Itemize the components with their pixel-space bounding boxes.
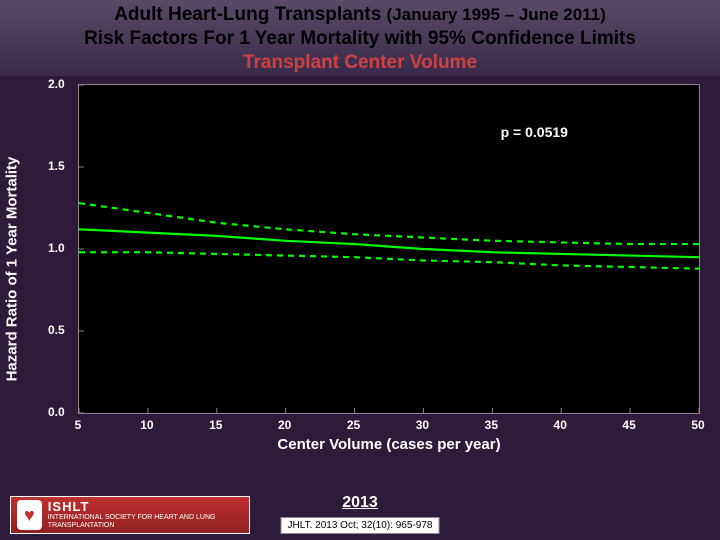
x-tick-label: 50 xyxy=(691,418,704,432)
x-tick-label: 20 xyxy=(278,418,291,432)
plot-box: p = 0.0519 0.00.51.01.52.051015202530354… xyxy=(78,84,700,434)
x-tick-label: 15 xyxy=(209,418,222,432)
y-axis-label: Hazard Ratio of 1 Year Mortality xyxy=(4,156,21,381)
plot-area: p = 0.0519 xyxy=(78,84,700,414)
title-line-1: Adult Heart-Lung Transplants (January 19… xyxy=(0,4,720,26)
chart-svg xyxy=(79,85,699,413)
title-line-2: Risk Factors For 1 Year Mortality with 9… xyxy=(0,28,720,50)
y-tick-label: 1.0 xyxy=(48,241,65,255)
y-tick-label: 0.0 xyxy=(48,405,65,419)
x-tick-label: 35 xyxy=(485,418,498,432)
title-main: Adult Heart-Lung Transplants xyxy=(114,4,381,25)
chart-line xyxy=(79,203,699,244)
y-tick-label: 0.5 xyxy=(48,323,65,337)
p-value-label: p = 0.0519 xyxy=(501,124,568,140)
x-tick-label: 25 xyxy=(347,418,360,432)
x-tick-label: 45 xyxy=(622,418,635,432)
y-tick-label: 1.5 xyxy=(48,159,65,173)
x-tick-label: 10 xyxy=(140,418,153,432)
logo-full: INTERNATIONAL SOCIETY FOR HEART AND LUNG… xyxy=(48,514,243,529)
chart-container: Hazard Ratio of 1 Year Mortality p = 0.0… xyxy=(20,84,700,453)
title-line-3: Transplant Center Volume xyxy=(0,52,720,74)
citation-label: JHLT. 2013 Oct; 32(10): 965-978 xyxy=(281,517,440,534)
title-daterange: (January 1995 – June 2011) xyxy=(387,5,606,24)
slide-header: Adult Heart-Lung Transplants (January 19… xyxy=(0,0,720,76)
logo-acronym: ISHLT xyxy=(48,500,243,514)
year-label: 2013 xyxy=(342,494,378,512)
ishlt-logo: ♥ ISHLT INTERNATIONAL SOCIETY FOR HEART … xyxy=(10,496,250,534)
logo-text: ISHLT INTERNATIONAL SOCIETY FOR HEART AN… xyxy=(48,500,243,530)
y-tick-label: 2.0 xyxy=(48,77,65,91)
x-tick-label: 5 xyxy=(75,418,82,432)
x-tick-label: 40 xyxy=(554,418,567,432)
x-tick-label: 30 xyxy=(416,418,429,432)
x-axis-label: Center Volume (cases per year) xyxy=(78,436,700,453)
heart-icon: ♥ xyxy=(17,500,42,530)
slide-footer: ♥ ISHLT INTERNATIONAL SOCIETY FOR HEART … xyxy=(0,488,720,540)
